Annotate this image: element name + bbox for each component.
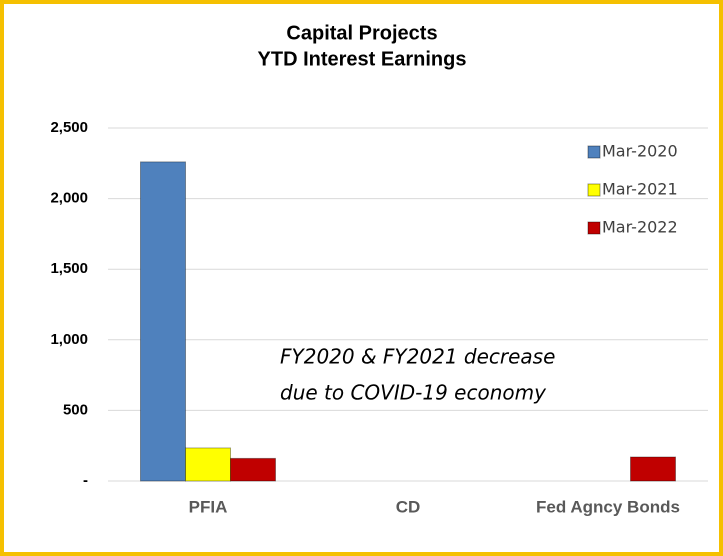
x-tick-label: Fed Agncy Bonds: [536, 497, 680, 516]
legend-label: Mar-2020: [602, 142, 678, 161]
legend-swatch: [587, 183, 601, 197]
chart-title: YTD Interest Earnings: [258, 48, 467, 70]
y-tick-label: 500: [63, 401, 88, 418]
annotation: due to COVID-19 economy: [280, 381, 547, 405]
bar: [140, 161, 186, 482]
annotation: FY2020 & FY2021 decrease: [280, 345, 555, 369]
y-tick-label: 2,500: [50, 119, 88, 136]
legend-swatch: [587, 145, 601, 159]
y-tick-label: 2,000: [50, 190, 88, 207]
bar: [230, 457, 276, 482]
x-tick-label: PFIA: [189, 497, 228, 516]
legend-label: Mar-2021: [602, 180, 678, 199]
y-tick-label: 1,000: [50, 331, 88, 348]
chart-title: Capital Projects: [286, 22, 437, 44]
bar: [185, 447, 231, 482]
legend-swatch: [587, 221, 601, 235]
y-tick-label: -: [83, 472, 88, 489]
x-tick-label: CD: [396, 497, 421, 516]
y-tick-label: 1,500: [50, 260, 88, 277]
legend-label: Mar-2022: [602, 218, 678, 237]
bar: [630, 456, 676, 482]
